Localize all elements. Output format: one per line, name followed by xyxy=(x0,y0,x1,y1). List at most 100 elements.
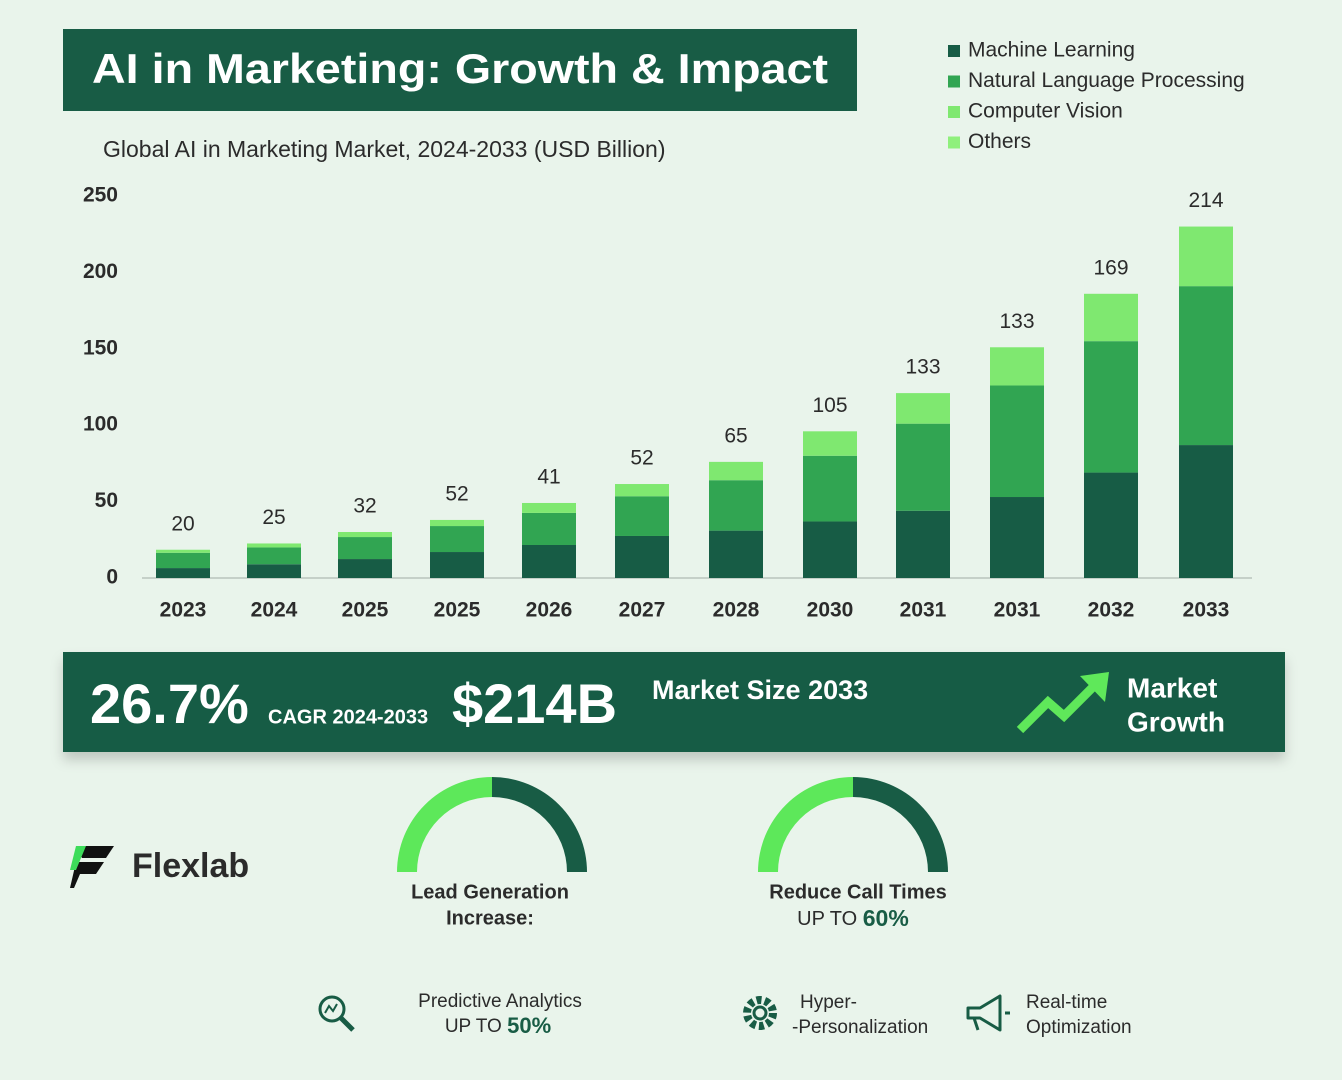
total-label: 32 xyxy=(353,495,376,518)
legend-swatch xyxy=(948,45,960,57)
megaphone-icon xyxy=(966,994,1010,1032)
gauge xyxy=(758,777,948,872)
chart-area: 0 50 100 150 200 250 20 2023 25 2024 32 2025 52 2025 4… xyxy=(83,39,1252,622)
legend-label: Computer Vision xyxy=(968,100,1123,123)
x-tick-label: 2031 xyxy=(994,599,1041,622)
x-tick-label: 2028 xyxy=(713,599,760,622)
bar-segment xyxy=(1084,293,1138,342)
bar-segment xyxy=(709,461,763,481)
y-tick-label: 50 xyxy=(95,489,118,512)
total-label: 133 xyxy=(999,310,1034,333)
bar-segment xyxy=(522,544,576,578)
title-box xyxy=(63,29,857,111)
bar-segment xyxy=(1179,226,1233,287)
x-tick-label: 2026 xyxy=(526,599,573,622)
total-label: 65 xyxy=(724,424,747,447)
gauge-value: 60% xyxy=(863,905,909,931)
bar-segment xyxy=(1084,341,1138,473)
feature-value-line: UP TO 50% xyxy=(445,1013,551,1038)
feature-label: Hyper- xyxy=(800,992,857,1013)
bar-segment xyxy=(338,559,392,578)
bar-segment xyxy=(247,564,301,578)
x-tick-label: 2024 xyxy=(251,599,298,622)
growth-label: Market xyxy=(1127,672,1217,703)
gauge-label: Increase: xyxy=(446,907,534,929)
total-label: 214 xyxy=(1188,189,1223,212)
legend-label: Machine Learning xyxy=(968,39,1135,62)
feature-value: 50% xyxy=(507,1013,551,1038)
bar-segment xyxy=(1179,286,1233,446)
y-tick-label: 100 xyxy=(83,413,118,436)
bar-segment xyxy=(247,547,301,565)
y-tick-label: 250 xyxy=(83,184,118,207)
y-tick-label: 200 xyxy=(83,260,118,283)
bar-segment xyxy=(990,385,1044,498)
bar-segment xyxy=(615,535,669,578)
bar-segment xyxy=(803,455,857,522)
bar-segment xyxy=(247,543,301,548)
cagr-label: CAGR 2024-2033 xyxy=(268,706,428,728)
x-tick-label: 2031 xyxy=(900,599,947,622)
x-tick-label: 2030 xyxy=(807,599,854,622)
market-size-label: Market Size 2033 xyxy=(652,675,868,705)
total-label: 133 xyxy=(905,356,940,379)
bar-segment xyxy=(1179,445,1233,578)
legend-swatch xyxy=(948,75,960,88)
bar-segment xyxy=(1084,472,1138,578)
total-label: 25 xyxy=(262,506,285,529)
bar-segment xyxy=(709,480,763,531)
brand-logo xyxy=(70,846,114,888)
feature-prefix: UP TO xyxy=(445,1016,502,1037)
market-size: $214B xyxy=(452,672,617,735)
legend-label: Natural Language Processing xyxy=(968,69,1245,92)
bar-segment xyxy=(615,496,669,536)
bar-segment xyxy=(803,431,857,456)
total-label: 52 xyxy=(445,482,468,505)
bar-segment xyxy=(803,521,857,578)
legend-swatch xyxy=(948,106,960,118)
bar-segment xyxy=(896,393,950,424)
growth-label: Growth xyxy=(1127,706,1225,737)
feature-label: -Personalization xyxy=(792,1017,928,1038)
y-tick-label: 150 xyxy=(83,336,118,359)
bar-segment xyxy=(430,526,484,553)
chart-subtitle: Global AI in Marketing Market, 2024-2033… xyxy=(103,136,665,162)
bar-segment xyxy=(156,568,210,578)
gear-icon xyxy=(743,996,777,1030)
y-tick-label: 0 xyxy=(106,566,118,589)
gauge-value-line: UP TO 60% xyxy=(797,905,909,931)
bar-segment xyxy=(156,552,210,569)
bar-segment xyxy=(156,549,210,553)
x-tick-label: 2025 xyxy=(342,599,389,622)
legend-swatch xyxy=(948,136,960,149)
bar-segment xyxy=(430,552,484,578)
gauge xyxy=(397,777,587,872)
legend-label: Others xyxy=(968,130,1031,153)
bar-segment xyxy=(430,519,484,527)
x-tick-label: 2025 xyxy=(434,599,481,622)
cagr-value: 26.7% xyxy=(90,672,249,735)
growth-arrow-icon xyxy=(1016,672,1109,734)
bar-segment xyxy=(990,497,1044,578)
bar-segment xyxy=(896,510,950,578)
total-label: 169 xyxy=(1093,256,1128,279)
gauge-prefix: UP TO xyxy=(797,908,857,930)
x-tick-label: 2033 xyxy=(1183,599,1230,622)
x-tick-label: 2023 xyxy=(160,599,207,622)
bar-segment xyxy=(338,537,392,560)
bar-segment xyxy=(990,347,1044,386)
gauge-label: Lead Generation xyxy=(411,881,569,903)
total-label: 41 xyxy=(537,466,560,489)
total-label: 52 xyxy=(630,447,653,470)
feature-label: Optimization xyxy=(1026,1017,1132,1038)
total-label: 20 xyxy=(171,512,194,535)
feature-label: Predictive Analytics xyxy=(418,991,582,1012)
magnifier-icon xyxy=(318,995,355,1032)
x-tick-label: 2032 xyxy=(1088,599,1135,622)
x-tick-label: 2027 xyxy=(619,599,666,622)
bar-segment xyxy=(615,484,669,497)
bar-segment xyxy=(338,532,392,538)
bar-segment xyxy=(709,530,763,578)
chart-title: AI in Marketing: Growth & Impact xyxy=(92,45,828,92)
